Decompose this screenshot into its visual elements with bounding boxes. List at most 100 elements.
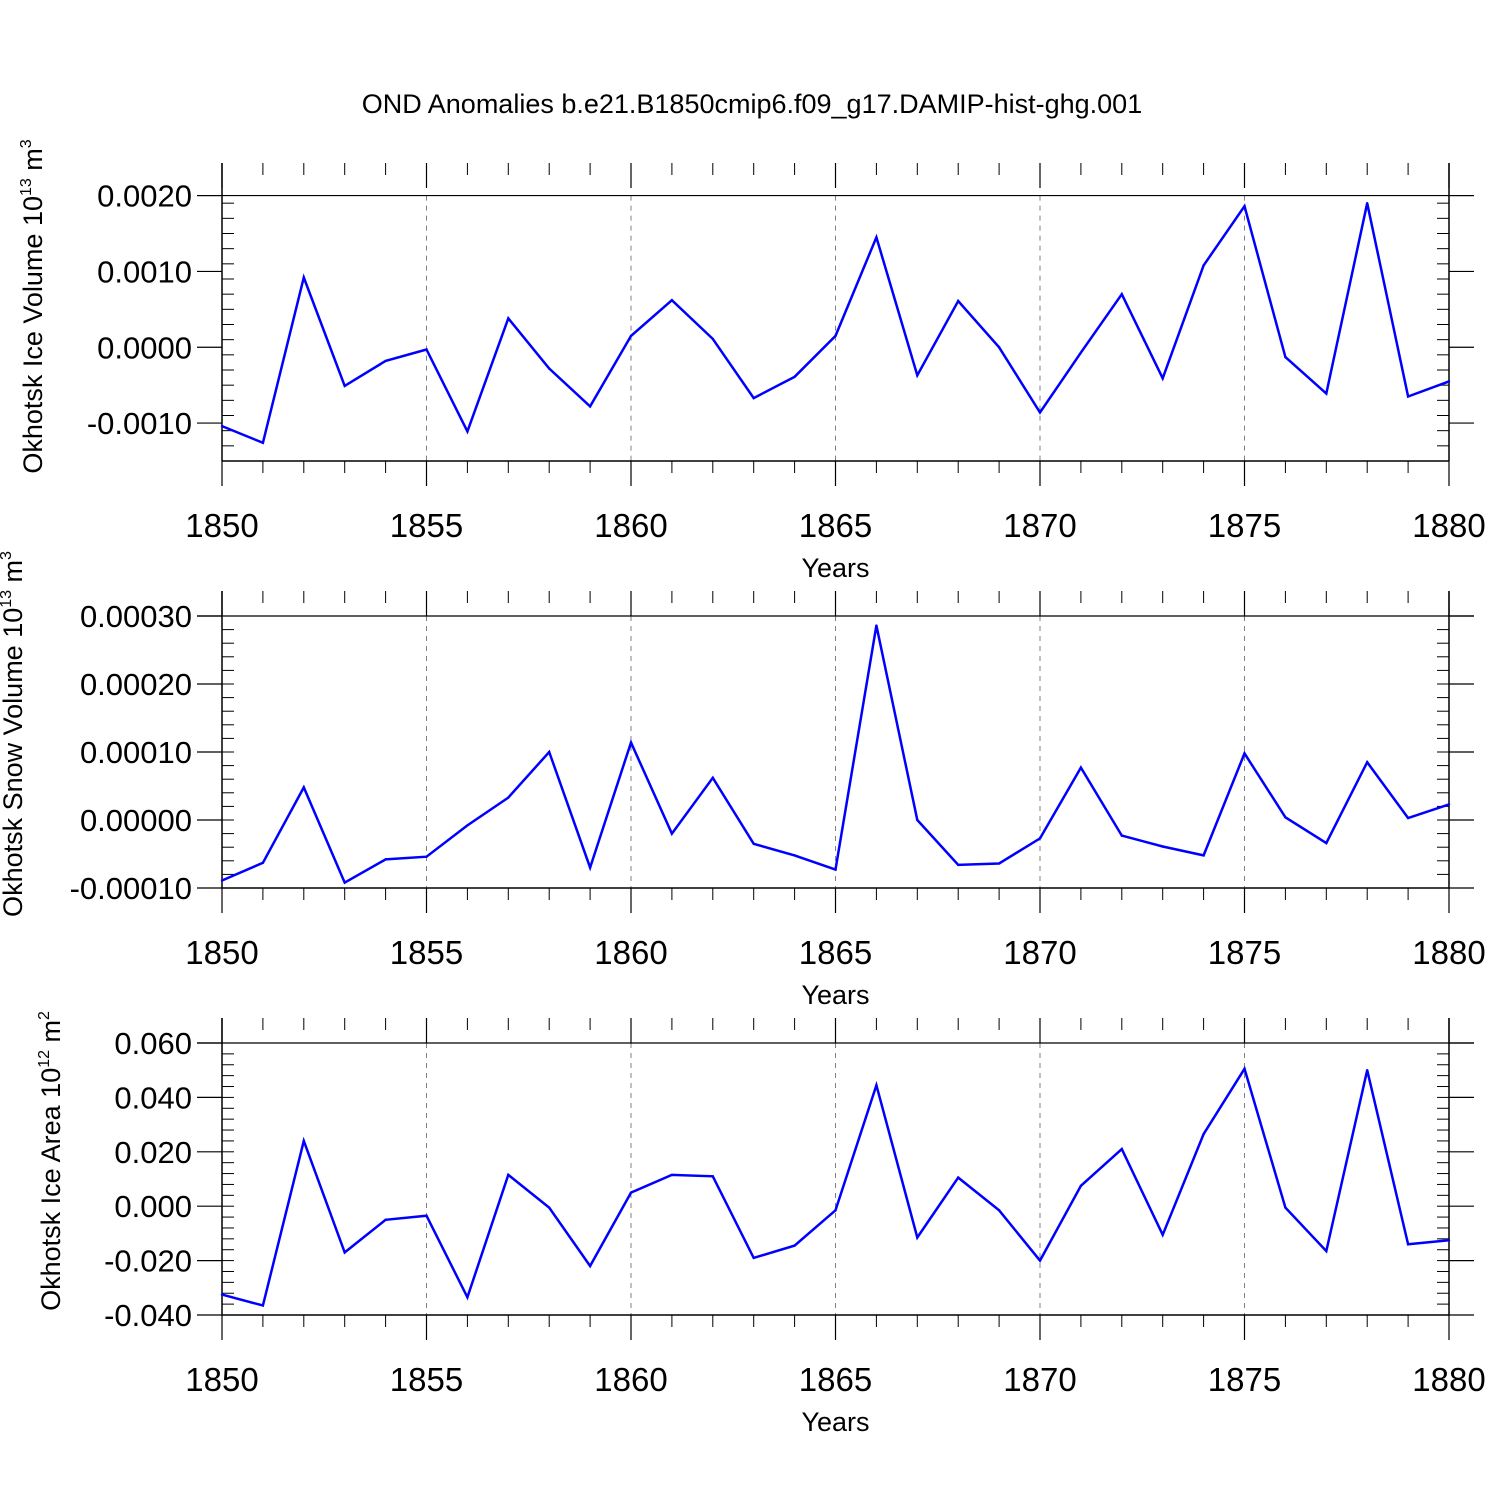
data-point [957, 863, 960, 867]
data-point [1366, 1069, 1369, 1072]
x-tick-label: 1860 [594, 1361, 667, 1398]
data-point [261, 441, 265, 444]
data-point [834, 334, 837, 338]
data-point [875, 1083, 878, 1087]
data-point [1406, 395, 1410, 398]
data-point [1120, 1147, 1124, 1151]
data-point [1243, 205, 1246, 208]
y-tick-label: -0.040 [104, 1298, 192, 1333]
y-tick-label: -0.020 [104, 1244, 192, 1279]
data-point [1447, 380, 1451, 383]
data-point [1325, 841, 1328, 845]
data-point [1120, 292, 1124, 296]
data-point [875, 624, 878, 627]
data-point [916, 1236, 919, 1239]
x-tick-label: 1870 [1003, 934, 1076, 971]
y-tick-label: 0.00000 [80, 803, 192, 838]
data-point [466, 430, 469, 433]
x-tick-label: 1870 [1003, 1361, 1076, 1398]
data-point [220, 1293, 224, 1296]
chart-title: OND Anomalies b.e21.B1850cmip6.f09_g17.D… [362, 89, 1142, 119]
data-point [507, 1173, 510, 1177]
data-point [670, 299, 674, 302]
data-point [1325, 1249, 1328, 1253]
data-point [548, 750, 551, 754]
x-tick-label: 1860 [594, 934, 667, 971]
data-point [302, 1139, 305, 1143]
data-point [425, 1214, 428, 1217]
data-point [343, 384, 346, 388]
data-point [1202, 264, 1205, 267]
data-point [343, 881, 346, 884]
y-tick-label: 0.000 [114, 1189, 192, 1224]
data-point [425, 348, 428, 351]
data-point [752, 396, 755, 400]
x-tick-label: 1850 [185, 507, 258, 544]
data-point [834, 1209, 837, 1212]
x-tick-label: 1865 [799, 507, 872, 544]
data-point [466, 1296, 469, 1299]
data-point [997, 862, 1001, 865]
series-line [221, 625, 1450, 885]
data-point [997, 346, 1001, 349]
data-point [1284, 1206, 1287, 1209]
data-point [793, 375, 796, 379]
x-tick-label: 1850 [185, 1361, 258, 1398]
panel-3: 1850 1855 1860 1865 1870 1875 1880 -0.040 -0.020… [36, 1011, 1486, 1437]
data-point [916, 818, 919, 822]
data-point [793, 854, 796, 857]
data-point [1284, 816, 1287, 819]
data-point [793, 1244, 796, 1247]
y-tick-label: 0.0020 [97, 179, 192, 214]
y-axis-title: Okhotsk Ice Area 1012 m2 [36, 1011, 66, 1311]
data-point [711, 1175, 714, 1178]
data-point [588, 866, 592, 869]
x-axis-title: Years [801, 980, 869, 1010]
y-tick-label: 0.00030 [80, 599, 192, 634]
data-point [548, 367, 551, 370]
data-point [1161, 377, 1164, 380]
x-tick-label: 1865 [799, 1361, 872, 1398]
data-point [588, 1264, 592, 1268]
x-tick-label: 1860 [594, 507, 667, 544]
x-tick-label: 1875 [1208, 1361, 1281, 1398]
y-tick-label: 0.0010 [97, 254, 192, 289]
data-point [220, 424, 224, 428]
x-tick-label: 1880 [1412, 934, 1485, 971]
data-point [629, 741, 633, 744]
x-tick-label: 1855 [390, 934, 463, 971]
data-point [1202, 1132, 1205, 1136]
data-point [384, 858, 387, 861]
x-tick-label: 1855 [390, 507, 463, 544]
y-axis-title: Okhotsk Snow Volume 1013 m3 [0, 551, 28, 917]
panel-2: 1850 1855 1860 1865 1870 1875 1880 -0.00010 0.00… [0, 551, 1486, 1010]
y-tick-label: -0.00010 [70, 871, 192, 906]
data-point [1120, 834, 1124, 837]
data-point [752, 842, 755, 845]
x-axis-title: Years [801, 553, 869, 583]
y-tick-label: 0.00010 [80, 735, 192, 770]
y-tick-label: 0.020 [114, 1135, 192, 1170]
data-point [1325, 392, 1328, 395]
data-point [1366, 201, 1369, 205]
data-point [1243, 752, 1246, 755]
data-point [875, 236, 878, 239]
data-point [957, 1176, 960, 1179]
data-point [548, 1206, 551, 1209]
data-point [384, 1218, 387, 1222]
data-point [1447, 1239, 1451, 1242]
data-point [220, 879, 224, 882]
data-point [1447, 803, 1451, 806]
x-axis-title: Years [801, 1407, 869, 1437]
chart-panels: 1850 1855 1860 1865 1870 1875 1880 -0.0010 0.000… [0, 139, 1486, 1437]
data-point [834, 868, 837, 871]
x-tick-label: 1875 [1208, 507, 1281, 544]
data-point [1406, 1243, 1410, 1246]
data-point [752, 1256, 755, 1260]
y-tick-label: 0.040 [114, 1080, 192, 1115]
data-point [588, 405, 592, 408]
data-point [1038, 411, 1042, 414]
data-point [302, 276, 305, 279]
data-point [1161, 1233, 1164, 1236]
